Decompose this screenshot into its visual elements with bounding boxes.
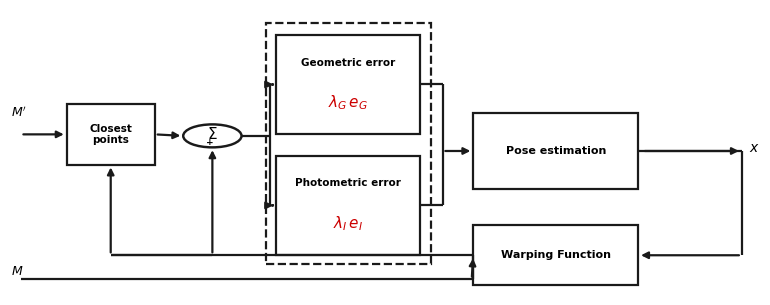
Text: Photometric error: Photometric error	[295, 178, 401, 188]
Text: $\lambda_G\,e_G$: $\lambda_G\,e_G$	[328, 93, 368, 112]
Text: $M$: $M$	[11, 265, 23, 278]
Text: Geometric error: Geometric error	[301, 58, 395, 68]
FancyBboxPatch shape	[474, 225, 638, 285]
Text: Closest
points: Closest points	[89, 124, 132, 145]
FancyBboxPatch shape	[276, 35, 420, 135]
Text: $M^{\prime}$: $M^{\prime}$	[11, 106, 26, 120]
FancyBboxPatch shape	[276, 156, 420, 255]
Text: +: +	[206, 138, 214, 147]
FancyBboxPatch shape	[474, 113, 638, 189]
FancyBboxPatch shape	[66, 104, 155, 165]
Text: $\Sigma$: $\Sigma$	[207, 126, 218, 142]
Text: $x$: $x$	[749, 141, 760, 155]
Text: Warping Function: Warping Function	[500, 250, 611, 260]
Text: $\lambda_I\,e_I$: $\lambda_I\,e_I$	[333, 214, 363, 233]
Text: Pose estimation: Pose estimation	[506, 146, 606, 156]
